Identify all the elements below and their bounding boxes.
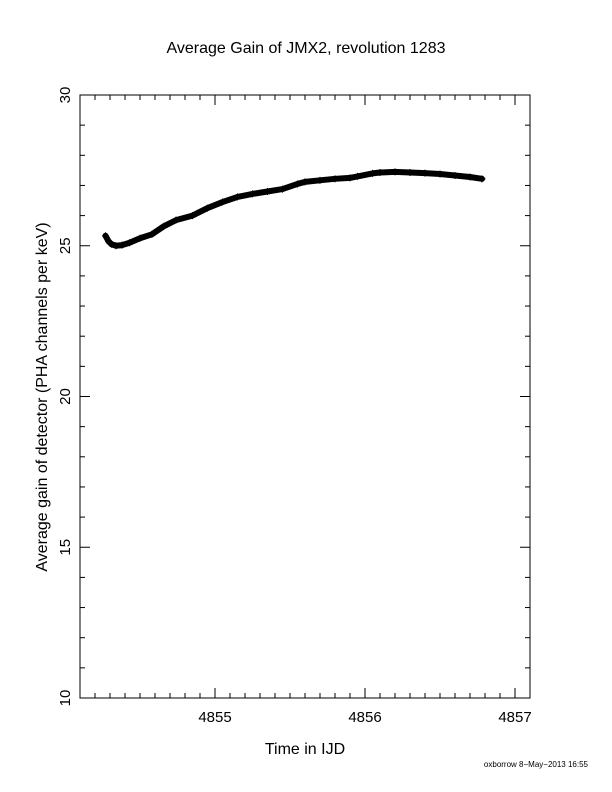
y-tick-label: 30 [57, 87, 74, 104]
data-point [136, 234, 144, 242]
y-axis-tick-labels: 10 15 20 25 30 [57, 87, 74, 707]
data-point [301, 178, 309, 186]
data-point [331, 175, 339, 183]
data-point [354, 172, 361, 180]
data-point [279, 185, 286, 193]
y-tick-label: 25 [57, 237, 74, 254]
data-point [118, 241, 126, 249]
data-point [112, 242, 120, 250]
data-point [160, 222, 168, 230]
x-axis-ticks [94, 95, 531, 698]
y-tick-label: 15 [57, 539, 74, 556]
data-point [451, 172, 459, 180]
x-tick-label: 4856 [348, 709, 381, 726]
data-point [172, 216, 180, 224]
x-axis-label: Time in IJD [265, 741, 345, 758]
data-point [294, 180, 301, 188]
data-point [421, 169, 429, 177]
data-point [316, 176, 324, 184]
data-point [406, 168, 414, 176]
data-point [391, 168, 399, 176]
data-point [478, 175, 486, 183]
plot-frame [79, 94, 531, 699]
y-tick-label: 10 [57, 690, 74, 707]
data-point [249, 190, 256, 198]
data-point [264, 187, 271, 195]
data-point [126, 239, 133, 247]
footer-credit: oxborrow 8−May−2013 16:55 [484, 760, 589, 769]
series-line [102, 168, 485, 249]
data-point [148, 230, 156, 238]
series-gain [102, 168, 486, 250]
data-point [204, 204, 211, 212]
y-axis-ticks [80, 94, 530, 699]
data-point [369, 169, 376, 177]
data-point [376, 168, 384, 176]
data-point [108, 240, 115, 248]
x-tick-label: 4857 [498, 709, 531, 726]
data-point [466, 173, 474, 181]
data-point [346, 174, 354, 182]
x-tick-label: 4855 [198, 709, 231, 726]
x-axis-tick-labels: 4855 4856 4857 [198, 709, 531, 726]
data-point [105, 237, 112, 245]
chart-title: Average Gain of JMX2, revolution 1283 [167, 40, 446, 57]
data-point [436, 170, 444, 178]
data-point [219, 198, 226, 206]
y-axis-label: Average gain of detector (PHA channels p… [34, 222, 51, 571]
data-point [234, 193, 241, 201]
y-tick-label: 20 [57, 388, 74, 405]
data-point [102, 232, 109, 240]
data-point [189, 212, 196, 220]
